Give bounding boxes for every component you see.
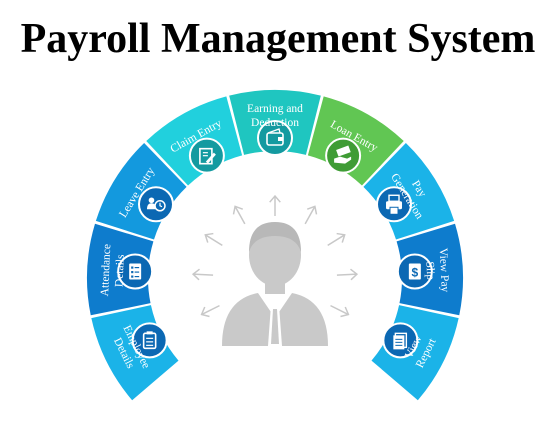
employee-avatar-icon bbox=[222, 222, 328, 346]
diagram-title: Payroll Management System bbox=[20, 16, 536, 62]
report-icon bbox=[382, 322, 419, 359]
wallet-icon bbox=[257, 120, 293, 156]
arrow-icon bbox=[304, 205, 318, 225]
edit-document-icon bbox=[188, 137, 225, 174]
arrow-icon bbox=[191, 268, 214, 281]
arrow-icon bbox=[204, 232, 223, 246]
segment-view-pay-slip: $ View PaySlip bbox=[396, 223, 463, 316]
user-clock-icon bbox=[137, 186, 174, 223]
payslip-printer-icon bbox=[376, 186, 413, 223]
checklist-icon bbox=[117, 253, 154, 290]
arrows-layer bbox=[191, 194, 359, 318]
arrow-icon bbox=[327, 232, 346, 246]
segment-view-report: ViewReport bbox=[371, 305, 459, 401]
segment-attendance-details: AttendanceDetails bbox=[87, 223, 154, 316]
segment-earning-and-deduction: Earning and Deduction bbox=[229, 89, 321, 156]
segment-label: Earning and Deduction bbox=[247, 103, 303, 129]
arrow-icon bbox=[232, 205, 246, 225]
segment-label: View PaySlip bbox=[423, 248, 451, 294]
segment-label: AttendanceDetails bbox=[99, 244, 127, 298]
segment-loan-entry: Loan Entry bbox=[307, 96, 404, 186]
segment-pay-generation: PayGeneration bbox=[363, 143, 455, 240]
segment-claim-entry: Claim Entry bbox=[146, 96, 243, 186]
segment-leave-entry: Leave Entry bbox=[95, 143, 187, 240]
segments-layer: EmployeeDetails AttendanceDetails Leave En… bbox=[87, 89, 463, 401]
svg-text:$: $ bbox=[412, 265, 419, 279]
arrow-icon bbox=[336, 268, 359, 281]
money-hand-icon bbox=[325, 137, 362, 174]
arrow-icon bbox=[330, 304, 350, 318]
arrow-icon bbox=[269, 194, 281, 216]
segment-employee-details: EmployeeDetails bbox=[91, 305, 179, 401]
arrow-icon bbox=[200, 304, 220, 318]
clipboard-icon bbox=[131, 322, 168, 359]
dollar-document-icon: $ bbox=[396, 253, 433, 290]
